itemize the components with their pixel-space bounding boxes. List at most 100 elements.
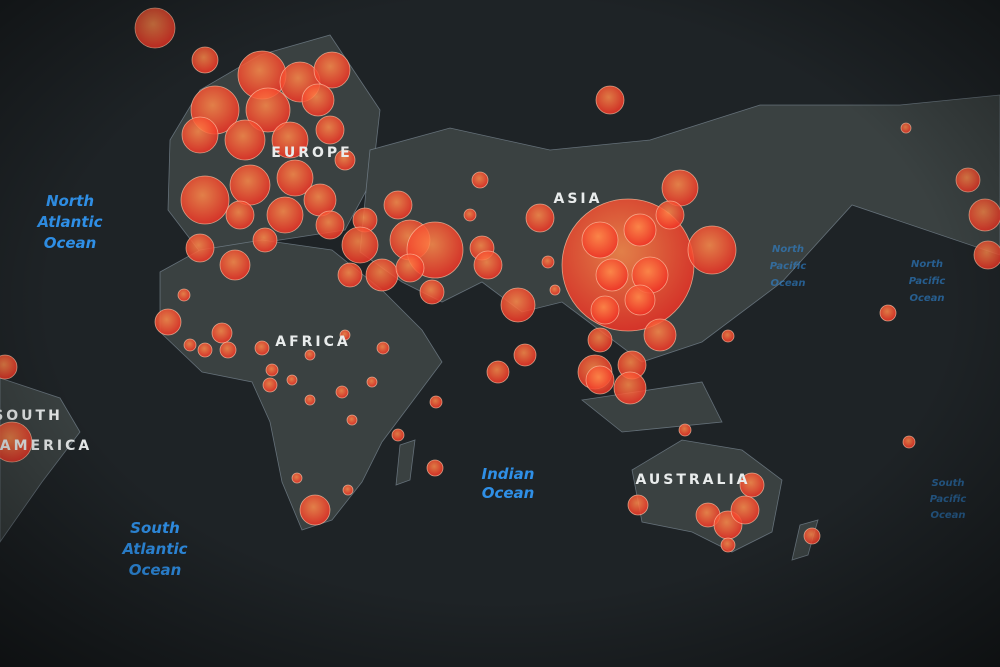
case-bubble xyxy=(513,343,537,367)
ocean-label: Ocean xyxy=(482,484,535,502)
case-bubble xyxy=(219,249,251,281)
case-bubble xyxy=(471,171,489,189)
case-bubble xyxy=(219,341,237,359)
case-bubble xyxy=(265,363,279,377)
case-bubble xyxy=(191,46,219,74)
case-bubble xyxy=(180,175,230,225)
case-bubble xyxy=(549,284,561,296)
ocean-label: Ocean xyxy=(909,293,944,304)
case-bubble xyxy=(229,164,271,206)
ocean-label: North xyxy=(772,244,804,255)
case-bubble xyxy=(266,196,304,234)
case-bubble xyxy=(902,435,916,449)
case-bubble xyxy=(286,374,298,386)
case-bubble xyxy=(590,295,620,325)
case-bubble xyxy=(429,395,443,409)
region-label: AFRICA xyxy=(275,334,351,350)
case-bubble xyxy=(262,377,278,393)
case-bubble xyxy=(185,233,215,263)
case-bubble xyxy=(623,213,657,247)
case-bubble xyxy=(291,472,303,484)
ocean-label: Ocean xyxy=(770,278,805,289)
case-bubble xyxy=(627,494,649,516)
case-bubble xyxy=(500,287,536,323)
case-bubble xyxy=(299,494,331,526)
case-bubble xyxy=(376,341,390,355)
case-bubble xyxy=(313,51,351,89)
case-bubble xyxy=(224,119,266,161)
case-bubble xyxy=(365,258,399,292)
region-label: SOUTH xyxy=(0,408,63,424)
case-bubble xyxy=(154,308,182,336)
ocean-label: Ocean xyxy=(44,234,97,252)
case-bubble xyxy=(304,349,316,361)
case-bubble xyxy=(181,116,219,154)
ocean-label: South xyxy=(931,478,964,489)
case-bubble xyxy=(473,250,503,280)
case-bubble xyxy=(595,258,629,292)
ocean-label: North xyxy=(46,192,94,210)
case-bubble xyxy=(211,322,233,344)
case-bubble xyxy=(803,527,821,545)
case-bubble xyxy=(655,200,685,230)
ocean-label: Atlantic xyxy=(36,213,102,231)
region-label: AUSTRALIA xyxy=(636,472,751,488)
case-bubble xyxy=(879,304,897,322)
case-bubble xyxy=(225,200,255,230)
case-bubble xyxy=(463,208,477,222)
region-label: EUROPE xyxy=(271,145,352,161)
case-bubble xyxy=(585,365,615,395)
case-bubble xyxy=(595,85,625,115)
case-bubble xyxy=(304,394,316,406)
region-label: AMERICA xyxy=(0,438,92,454)
case-bubble xyxy=(643,318,677,352)
case-bubble xyxy=(315,210,345,240)
case-bubble xyxy=(419,279,445,305)
case-bubble xyxy=(624,284,656,316)
ocean-label: North xyxy=(911,259,943,270)
case-bubble xyxy=(678,423,692,437)
ocean-label: Pacific xyxy=(770,261,807,272)
case-bubble xyxy=(341,226,379,264)
case-bubble xyxy=(177,288,191,302)
case-bubble xyxy=(183,338,197,352)
case-bubble xyxy=(383,190,413,220)
case-bubble xyxy=(197,342,213,358)
case-bubble xyxy=(613,371,647,405)
ocean-label: South xyxy=(130,519,180,537)
region-label: ASIA xyxy=(554,191,603,207)
case-bubble xyxy=(301,83,335,117)
case-bubble xyxy=(587,327,613,353)
case-bubble xyxy=(730,495,760,525)
case-bubble xyxy=(721,329,735,343)
ocean-label: Pacific xyxy=(930,494,967,505)
ocean-label: Ocean xyxy=(930,510,965,521)
case-bubble xyxy=(337,262,363,288)
ocean-label: Atlantic xyxy=(121,540,187,558)
case-bubble xyxy=(391,428,405,442)
case-bubble xyxy=(720,537,736,553)
case-bubble xyxy=(342,484,354,496)
case-bubble xyxy=(254,340,270,356)
case-bubble xyxy=(134,7,176,49)
case-bubble xyxy=(346,414,358,426)
case-bubble xyxy=(973,240,1000,270)
case-bubble xyxy=(366,376,378,388)
case-bubble xyxy=(581,221,619,259)
case-bubble xyxy=(426,459,444,477)
ocean-label: Pacific xyxy=(909,276,946,287)
ocean-label: Ocean xyxy=(129,561,182,579)
case-bubble xyxy=(661,169,699,207)
case-bubble xyxy=(395,253,425,283)
case-bubble xyxy=(687,225,737,275)
case-bubble xyxy=(486,360,510,384)
case-bubble xyxy=(968,198,1000,232)
case-bubble xyxy=(541,255,555,269)
case-bubble xyxy=(955,167,981,193)
case-bubble xyxy=(252,227,278,253)
case-bubble xyxy=(335,385,349,399)
ocean-label: Indian xyxy=(482,465,535,483)
case-bubble xyxy=(525,203,555,233)
